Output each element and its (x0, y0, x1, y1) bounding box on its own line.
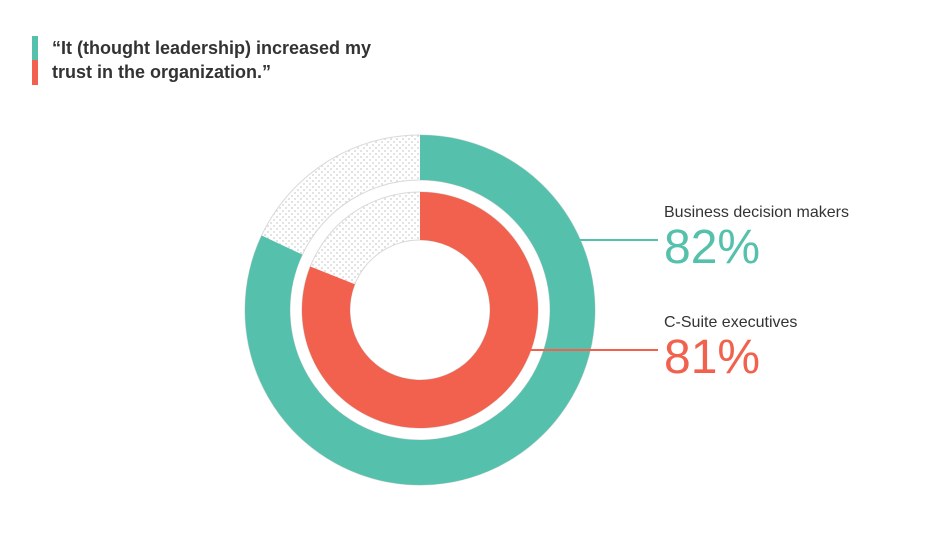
quote-accent-bar (32, 36, 38, 85)
quote-block: “It (thought leadership) increased my tr… (32, 36, 372, 85)
quote-bar-bottom (32, 60, 38, 84)
ring-remainder-outer (245, 135, 595, 485)
quote-text: “It (thought leadership) increased my tr… (52, 36, 372, 85)
leader-dot-inner (501, 346, 509, 354)
leader-dot-outer (551, 236, 559, 244)
legend-c-suite-executives: C-Suite executives 81% (664, 314, 797, 382)
legend-value-outer: 82% (664, 224, 849, 272)
ring-remainder-inner (302, 192, 538, 428)
legend-business-decision-makers: Business decision makers 82% (664, 204, 849, 272)
ring-value-inner (302, 192, 538, 428)
legend-value-inner: 81% (664, 334, 797, 382)
legend-label-inner: C-Suite executives (664, 314, 797, 332)
legend-label-outer: Business decision makers (664, 204, 849, 222)
quote-bar-top (32, 36, 38, 60)
ring-value-outer (245, 135, 595, 485)
